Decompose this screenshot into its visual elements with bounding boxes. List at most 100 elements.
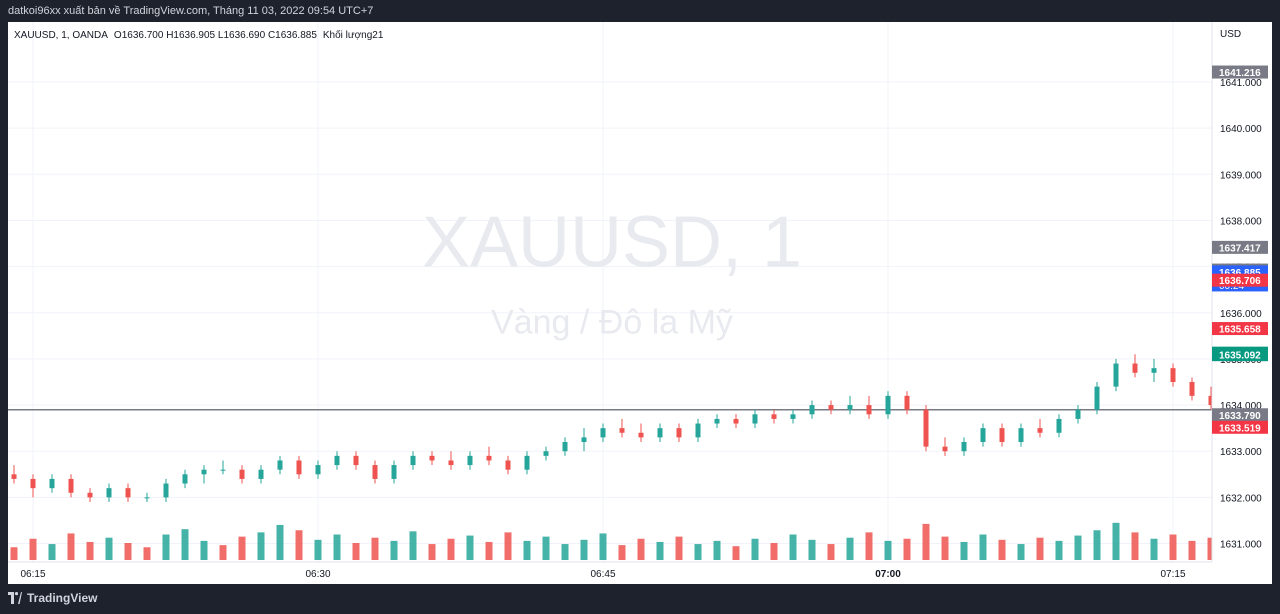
tradingview-logo-icon[interactable] bbox=[8, 592, 22, 604]
price-axis-marker-label: 1637.417 bbox=[1219, 243, 1261, 254]
candle-body bbox=[391, 465, 397, 479]
candle-body bbox=[1075, 409, 1081, 419]
volume-bar bbox=[1150, 538, 1158, 560]
candle-body bbox=[410, 455, 416, 466]
time-axis-tick-label: 07:15 bbox=[1160, 569, 1185, 580]
candle-body bbox=[429, 455, 435, 461]
volume-bar bbox=[523, 540, 531, 560]
price-axis-marker bbox=[1212, 240, 1268, 254]
volume-bar bbox=[903, 538, 911, 560]
candle-body bbox=[486, 455, 492, 461]
watermark-symbol: XAUUSD, 1 bbox=[422, 203, 802, 283]
candle-body bbox=[296, 460, 302, 475]
price-axis-tick-label: 1641.000 bbox=[1220, 78, 1262, 89]
volume-bar bbox=[922, 523, 930, 560]
candle-body bbox=[1266, 387, 1271, 410]
volume-bar bbox=[1017, 544, 1025, 560]
volume-bar bbox=[732, 546, 740, 560]
volume-bar bbox=[276, 524, 284, 560]
volume-bar bbox=[599, 533, 607, 560]
volume-bar bbox=[998, 539, 1006, 560]
volume-bar bbox=[333, 534, 341, 560]
ohlc-legend: XAUUSD, 1, OANDA O1636.700 H1636.905 L163… bbox=[14, 29, 384, 41]
candle-body bbox=[1132, 363, 1138, 373]
candle-body bbox=[106, 488, 112, 498]
candle-body bbox=[163, 483, 169, 498]
candle-body bbox=[999, 428, 1005, 442]
volume-bar bbox=[618, 545, 626, 560]
volume-bar bbox=[295, 530, 303, 560]
candle-body bbox=[961, 442, 967, 452]
price-axis-marker-label: 1641.216 bbox=[1219, 68, 1261, 79]
volume-bar bbox=[751, 538, 759, 560]
price-axis-tick-label: 1633.000 bbox=[1220, 447, 1262, 458]
chart-frame[interactable] bbox=[8, 22, 1272, 584]
price-axis-marker-label: 1635.658 bbox=[1219, 325, 1261, 336]
candle-body bbox=[239, 469, 245, 479]
volume-bar bbox=[656, 541, 664, 560]
volume-bar bbox=[637, 538, 645, 560]
candle-body bbox=[49, 478, 55, 489]
volume-bar bbox=[1093, 530, 1101, 560]
candle-body bbox=[562, 442, 568, 452]
volume-bar bbox=[105, 537, 113, 560]
volume-bar bbox=[1112, 522, 1120, 560]
volume-bar bbox=[200, 540, 208, 560]
volume-bar bbox=[124, 543, 132, 560]
price-axis-marker bbox=[1212, 322, 1268, 336]
volume-bar bbox=[675, 536, 683, 560]
volume-bar bbox=[504, 532, 512, 560]
volume-bar bbox=[314, 539, 322, 560]
price-axis-tick-label: 1634.000 bbox=[1220, 401, 1262, 412]
volume-bar bbox=[67, 533, 75, 560]
footer-bar bbox=[0, 584, 1280, 614]
volume-bar bbox=[713, 540, 721, 560]
candle-body bbox=[581, 437, 587, 442]
candle-body bbox=[1170, 368, 1176, 382]
price-axis-tick-label: 1632.000 bbox=[1220, 493, 1262, 504]
volume-bar bbox=[447, 538, 455, 560]
candle-body bbox=[619, 428, 625, 433]
candle-body bbox=[904, 395, 910, 410]
candle-body bbox=[600, 428, 606, 438]
candle-body bbox=[714, 418, 720, 424]
candle-body bbox=[201, 469, 207, 475]
volume-bar bbox=[238, 536, 246, 560]
tradingview-brand[interactable]: TradingView bbox=[27, 591, 98, 605]
volume-bar bbox=[1188, 540, 1196, 560]
volume-bar bbox=[884, 540, 892, 560]
publish-header: datkoi96xx xuất bản về TradingView.com, … bbox=[0, 0, 1280, 22]
candle-body bbox=[733, 418, 739, 424]
volume-bar bbox=[1207, 537, 1212, 560]
candle-body bbox=[1208, 395, 1212, 406]
volume-bar bbox=[409, 531, 417, 560]
candle-body bbox=[923, 409, 929, 447]
candle-body bbox=[1056, 418, 1062, 433]
time-axis-tick-label: 06:15 bbox=[20, 569, 45, 580]
price-axis-marker-label: 1636.885 bbox=[1219, 268, 1261, 279]
candle-body bbox=[277, 460, 283, 470]
candle-body bbox=[980, 428, 986, 442]
candle-body bbox=[30, 478, 36, 489]
publish-header-text: datkoi96xx xuất bản về TradingView.com, … bbox=[8, 5, 374, 17]
volume-bar bbox=[960, 541, 968, 560]
time-axis-tick-label: 07:00 bbox=[875, 569, 901, 580]
volume-bar bbox=[1169, 534, 1177, 560]
candle-body bbox=[676, 428, 682, 438]
candle-body bbox=[847, 405, 853, 410]
candle-body bbox=[657, 428, 663, 438]
price-axis-marker bbox=[1212, 420, 1268, 434]
price-axis-marker-label: 1635.092 bbox=[1219, 351, 1261, 362]
volume-bar bbox=[371, 537, 379, 560]
candle-body bbox=[543, 451, 549, 456]
time-axis-tick-label: 06:45 bbox=[590, 569, 615, 580]
price-axis-marker bbox=[1212, 408, 1268, 422]
volume-bar bbox=[542, 536, 550, 560]
time-axis-tick-label: 06:30 bbox=[305, 569, 330, 580]
price-axis-marker-label: 1636.706 bbox=[1219, 276, 1261, 287]
candle-body bbox=[809, 405, 815, 415]
volume-bar bbox=[770, 543, 778, 560]
candle-body bbox=[87, 492, 93, 498]
volume-bar bbox=[827, 544, 835, 560]
